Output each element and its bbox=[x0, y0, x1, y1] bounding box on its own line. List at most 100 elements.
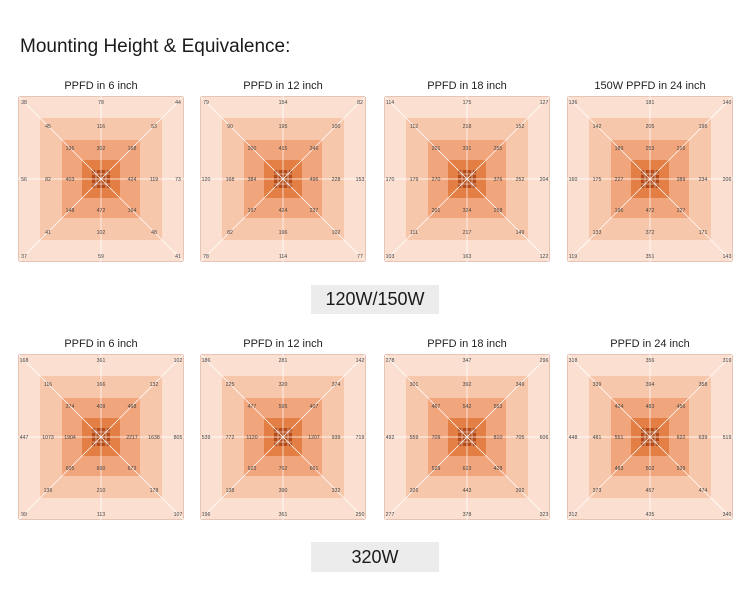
ppfd-value-inner-mid: 227 bbox=[615, 177, 624, 183]
ppfd-value-outer-corner: 142 bbox=[356, 358, 365, 364]
ppfd-value-inner-mid: 424 bbox=[128, 177, 137, 183]
ppfd-value-mid-corner: 373 bbox=[593, 488, 602, 494]
ppfd-value-mid-mid: 195 bbox=[279, 124, 288, 130]
ppfd-value-inner-corner: 189 bbox=[615, 146, 624, 152]
ppfd-value-mid-mid: 217 bbox=[463, 230, 472, 236]
ppfd-map-svg: 186 142 250 196 281 719 361 539 225 374 332 138 320 9… bbox=[200, 354, 366, 520]
ppfd-value-inner-mid: 324 bbox=[463, 208, 472, 214]
ppfd-map: 38 44 41 37 78 73 59 56 45 53 48 41 116 119 102 82 136 16… bbox=[18, 96, 184, 262]
ppfd-value-mid-mid: 234 bbox=[699, 177, 708, 183]
ppfd-value-inner-mid: 709 bbox=[432, 435, 441, 441]
ppfd-value-mid-corner: 112 bbox=[410, 124, 418, 130]
ppfd-value-mid-mid: 175 bbox=[593, 177, 602, 183]
ppfd-value-inner-corner: 605 bbox=[66, 466, 75, 472]
ppfd-value-inner-corner: 467 bbox=[432, 404, 441, 410]
ppfd-map-svg: 168 102 107 99 361 805 113 447 116 132 178 136 166 16… bbox=[18, 354, 184, 520]
panel-label: 150W PPFD in 24 inch bbox=[594, 80, 706, 92]
ppfd-value-mid-corner: 100 bbox=[332, 124, 341, 130]
ppfd-value-outer-mid: 160 bbox=[569, 177, 578, 183]
ppfd-value-mid-mid: 443 bbox=[463, 488, 472, 494]
ppfd-value-inner-corner: 237 bbox=[310, 208, 319, 214]
ppfd-value-inner-mid: 331 bbox=[463, 146, 472, 152]
ppfd-value-mid-corner: 392 bbox=[516, 488, 525, 494]
ppfd-value-mid-mid: 320 bbox=[279, 382, 288, 388]
ppfd-value-mid-mid: 168 bbox=[226, 177, 235, 183]
ppfd-value-outer-mid: 78 bbox=[98, 100, 104, 106]
panel-label: PPFD in 12 inch bbox=[243, 80, 323, 92]
ppfd-value-inner-corner: 407 bbox=[310, 404, 319, 410]
ppfd-value-outer-mid: 181 bbox=[646, 100, 655, 106]
ppfd-value-outer-corner: 82 bbox=[357, 100, 363, 106]
ppfd-value-inner-corner: 216 bbox=[677, 146, 686, 152]
ppfd-value-inner-corner: 483 bbox=[615, 466, 624, 472]
ppfd-value-inner-corner: 424 bbox=[615, 404, 624, 410]
ppfd-value-inner-mid: 253 bbox=[646, 146, 655, 152]
ppfd-value-mid-mid: 1073 bbox=[42, 435, 54, 441]
ppfd-value-outer-corner: 250 bbox=[356, 512, 365, 518]
ppfd-map-svg: 278 296 323 277 347 606 378 492 301 349 392 326 392 7… bbox=[384, 354, 550, 520]
ppfd-value-mid-mid: 166 bbox=[97, 382, 106, 388]
ppfd-value-inner-mid: 690 bbox=[97, 466, 106, 472]
ppfd-value-outer-corner: 323 bbox=[540, 512, 549, 518]
ppfd-value-inner-corner: 456 bbox=[677, 404, 686, 410]
ppfd-value-outer-mid: 113 bbox=[97, 512, 105, 518]
ppfd-value-outer-corner: 319 bbox=[723, 358, 732, 364]
ppfd-value-outer-corner: 102 bbox=[174, 358, 183, 364]
ppfd-value-outer-mid: 492 bbox=[386, 435, 395, 441]
ppfd-value-mid-mid: 218 bbox=[463, 124, 472, 130]
ppfd-value-outer-mid: 448 bbox=[569, 435, 578, 441]
ppfd-map: 79 82 77 78 154 153 114 120 90 100 102 82 195 228 196 1… bbox=[200, 96, 366, 262]
ppfd-value-mid-mid: 705 bbox=[516, 435, 525, 441]
ppfd-value-outer-mid: 805 bbox=[174, 435, 183, 441]
ppfd-value-mid-corner: 116 bbox=[44, 382, 52, 388]
ppfd-value-mid-corner: 82 bbox=[227, 230, 233, 236]
ppfd-value-mid-mid: 196 bbox=[279, 230, 288, 236]
ppfd-value-outer-mid: 378 bbox=[463, 512, 472, 518]
panel-label: PPFD in 18 inch bbox=[427, 80, 507, 92]
ppfd-map-svg: 318 319 340 312 356 519 435 448 339 358 474 373 394 6… bbox=[567, 354, 733, 520]
ppfd-value-inner-corner: 164 bbox=[128, 208, 137, 214]
ppfd-value-mid-corner: 142 bbox=[593, 124, 602, 130]
ppfd-value-inner-corner: 201 bbox=[432, 208, 441, 214]
ppfd-value-mid-corner: 301 bbox=[410, 382, 419, 388]
ppfd-value-outer-mid: 114 bbox=[279, 254, 287, 260]
ppfd-value-outer-mid: 361 bbox=[279, 512, 288, 518]
ppfd-value-mid-corner: 136 bbox=[44, 488, 53, 494]
ppfd-value-inner-mid: 810 bbox=[494, 435, 503, 441]
ppfd-value-mid-mid: 82 bbox=[45, 177, 51, 183]
ppfd-value-outer-mid: 175 bbox=[463, 100, 472, 106]
ppfd-value-inner-mid: 762 bbox=[279, 466, 288, 472]
ppfd-value-inner-corner: 539 bbox=[677, 466, 686, 472]
ppfd-value-inner-corner: 428 bbox=[494, 466, 503, 472]
page-title: Mounting Height & Equivalence: bbox=[20, 36, 291, 57]
ppfd-value-inner-corner: 468 bbox=[128, 404, 137, 410]
ppfd-value-outer-corner: 37 bbox=[21, 254, 27, 260]
ppfd-value-mid-mid: 179 bbox=[410, 177, 419, 183]
ppfd-value-outer-mid: 56 bbox=[21, 177, 27, 183]
ppfd-value-inner-corner: 553 bbox=[494, 404, 503, 410]
ppfd-value-inner-corner: 623 bbox=[248, 466, 257, 472]
ppfd-value-inner-mid: 1207 bbox=[308, 435, 320, 441]
ppfd-map-svg: 79 82 77 78 154 153 114 120 90 100 102 82 195 228 196 1… bbox=[200, 96, 366, 262]
ppfd-value-mid-corner: 474 bbox=[699, 488, 708, 494]
ppfd-value-inner-corner: 477 bbox=[248, 404, 257, 410]
ppfd-value-mid-corner: 195 bbox=[699, 124, 708, 130]
ppfd-value-outer-corner: 41 bbox=[175, 254, 181, 260]
ppfd-value-outer-mid: 351 bbox=[646, 254, 655, 260]
ppfd-value-inner-corner: 255 bbox=[494, 146, 503, 152]
ppfd-value-inner-corner: 529 bbox=[432, 466, 441, 472]
ppfd-value-mid-mid: 210 bbox=[97, 488, 106, 494]
ppfd-value-mid-mid: 1638 bbox=[148, 435, 160, 441]
ppfd-value-mid-mid: 457 bbox=[646, 488, 655, 494]
ppfd-value-inner-mid: 622 bbox=[677, 435, 686, 441]
ppfd-value-inner-mid: 483 bbox=[646, 404, 655, 410]
ppfd-value-outer-mid: 361 bbox=[97, 358, 106, 364]
panel-label: PPFD in 12 inch bbox=[243, 338, 323, 350]
ppfd-value-outer-corner: 103 bbox=[386, 254, 395, 260]
ppfd-map: 136 140 143 119 181 206 351 160 142 195 171 133 205 2… bbox=[567, 96, 733, 262]
ppfd-value-inner-mid: 502 bbox=[646, 466, 655, 472]
ppfd-map: 278 296 323 277 347 606 378 492 301 349 392 326 392 7… bbox=[384, 354, 550, 520]
ppfd-value-outer-corner: 312 bbox=[569, 512, 578, 518]
ppfd-value-inner-mid: 623 bbox=[463, 466, 472, 472]
ppfd-value-inner-corner: 200 bbox=[248, 146, 257, 152]
